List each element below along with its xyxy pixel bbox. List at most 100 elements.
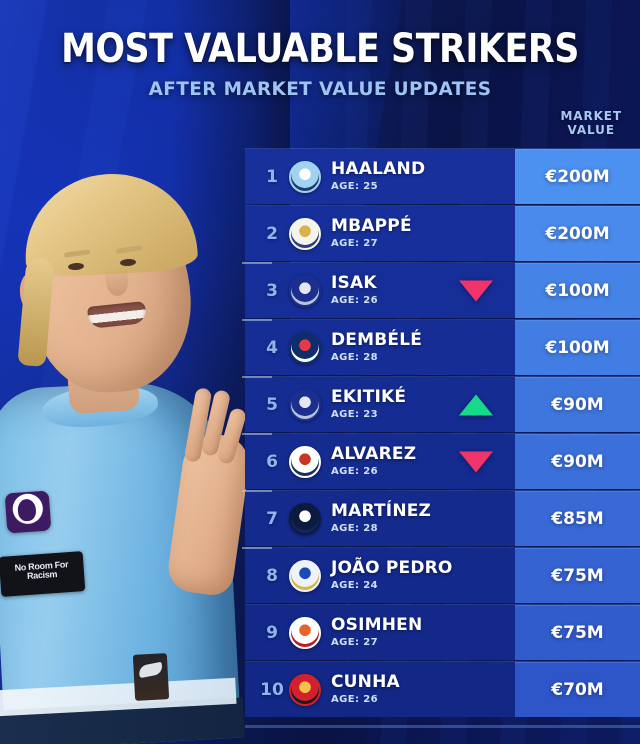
ranking-table: 1 HAALAND AGE: 25 €200M 2 MBAPPÉ AGE: 27 €200M 3… [242, 148, 640, 718]
column-header-line1: MARKET [560, 109, 622, 123]
player-name-block: HAALAND AGE: 25 [331, 158, 426, 193]
market-value-cell: €90M [515, 434, 640, 489]
club-crest-icon [289, 331, 321, 364]
rank-number: 8 [266, 565, 278, 586]
row-main-cell: 6 ALVAREZ AGE: 26 [242, 433, 515, 489]
row-main-cell: 4 DEMBÉLÉ AGE: 28 [242, 319, 515, 375]
player-age: AGE: 26 [331, 295, 378, 307]
club-crest-icon [289, 274, 321, 307]
club-crest-icon [289, 388, 321, 421]
row-main-cell: 1 HAALAND AGE: 25 [245, 149, 515, 204]
player-name: DEMBÉLÉ [331, 329, 423, 350]
rank-number: 1 [266, 166, 278, 187]
row-edge-tick [242, 262, 272, 264]
row-main-cell: 9 OSIMHEN AGE: 27 [245, 605, 515, 660]
club-crest-icon [289, 502, 321, 535]
market-value-cell: €200M [515, 149, 640, 204]
row-main-cell: 7 MARTÍNEZ AGE: 28 [242, 490, 515, 546]
player-name-block: JOÃO PEDRO AGE: 24 [331, 557, 453, 592]
club-crest-icon [289, 445, 321, 478]
table-row[interactable]: 5 EKITIKÉ AGE: 23 €90M [242, 376, 640, 432]
club-crest-icon [289, 160, 321, 193]
player-age: AGE: 26 [331, 694, 378, 706]
trend-indicator-up-icon [459, 394, 493, 415]
player-name-block: MARTÍNEZ AGE: 28 [331, 500, 432, 535]
market-value-cell: €70M [515, 662, 640, 717]
club-crest-icon [289, 559, 321, 592]
premier-league-badge-icon [4, 490, 52, 534]
trend-indicator-down-icon [459, 280, 493, 301]
player-name: HAALAND [331, 158, 426, 179]
club-crest-icon [289, 673, 321, 706]
market-value-cell: €75M [515, 548, 640, 603]
rank-number: 6 [266, 451, 278, 472]
table-row[interactable]: 1 HAALAND AGE: 25 €200M [245, 148, 640, 204]
player-age: AGE: 27 [331, 238, 378, 250]
player-age: AGE: 23 [331, 409, 378, 421]
row-edge-tick [242, 547, 272, 549]
row-main-cell: 2 MBAPPÉ AGE: 27 [245, 206, 515, 261]
table-row[interactable]: 8 JOÃO PEDRO AGE: 24 €75M [242, 547, 640, 603]
rank-number: 2 [266, 223, 278, 244]
player-name: ALVAREZ [331, 443, 417, 464]
column-header-market-value: MARKET VALUE [560, 109, 622, 138]
row-main-cell: 3 ISAK AGE: 26 [242, 262, 515, 318]
player-name-block: EKITIKÉ AGE: 23 [331, 386, 407, 421]
player-name: OSIMHEN [331, 614, 423, 635]
page-title: MOST VALUABLE STRIKERS [61, 26, 579, 72]
patch-text: No Room For Racism [14, 559, 69, 582]
table-row[interactable]: 9 OSIMHEN AGE: 27 €75M [245, 604, 640, 660]
page-subtitle: AFTER MARKET VALUE UPDATES [148, 78, 492, 100]
table-row[interactable]: 4 DEMBÉLÉ AGE: 28 €100M [242, 319, 640, 375]
market-value-cell: €200M [515, 206, 640, 261]
rank-number: 5 [266, 394, 278, 415]
table-row[interactable]: 3 ISAK AGE: 26 €100M [242, 262, 640, 318]
row-main-cell: 10 CUNHA AGE: 26 [245, 662, 515, 717]
player-name: EKITIKÉ [331, 386, 407, 407]
trend-indicator-down-icon [459, 451, 493, 472]
player-name-block: ISAK AGE: 26 [331, 272, 378, 307]
player-name: CUNHA [331, 671, 400, 692]
player-name-block: CUNHA AGE: 26 [331, 671, 400, 706]
player-name: MARTÍNEZ [331, 500, 432, 521]
row-edge-tick [242, 376, 272, 378]
rank-number: 3 [266, 280, 278, 301]
rank-number: 10 [260, 679, 284, 700]
row-edge-tick [242, 490, 272, 492]
row-main-cell: 5 EKITIKÉ AGE: 23 [242, 376, 515, 432]
poster-header: MOST VALUABLE STRIKERS AFTER MARKET VALU… [0, 0, 640, 100]
player-name-block: OSIMHEN AGE: 27 [331, 614, 423, 649]
player-name-block: DEMBÉLÉ AGE: 28 [331, 329, 423, 364]
column-header-line2: VALUE [567, 122, 615, 137]
table-row[interactable]: 2 MBAPPÉ AGE: 27 €200M [245, 205, 640, 261]
player-name-block: MBAPPÉ AGE: 27 [331, 215, 412, 250]
market-value-cell: €100M [515, 320, 640, 375]
no-room-for-racism-patch: No Room For Racism [0, 551, 86, 597]
row-edge-tick [242, 319, 272, 321]
rank-number: 4 [266, 337, 278, 358]
player-age: AGE: 26 [331, 466, 378, 478]
player-age: AGE: 28 [331, 523, 378, 535]
player-name-block: ALVAREZ AGE: 26 [331, 443, 417, 478]
player-name: JOÃO PEDRO [331, 557, 453, 578]
player-name: MBAPPÉ [331, 215, 412, 236]
row-edge-tick [242, 433, 272, 435]
club-crest-icon [289, 217, 321, 250]
row-main-cell: 8 JOÃO PEDRO AGE: 24 [242, 547, 515, 603]
market-value-cell: €90M [515, 377, 640, 432]
player-age: AGE: 27 [331, 637, 378, 649]
rank-number: 7 [266, 508, 278, 529]
rank-number: 9 [266, 622, 278, 643]
table-bottom-rule [245, 725, 640, 728]
club-crest-icon [289, 616, 321, 649]
player-name: ISAK [331, 272, 377, 293]
table-row[interactable]: 6 ALVAREZ AGE: 26 €90M [242, 433, 640, 489]
table-row[interactable]: 7 MARTÍNEZ AGE: 28 €85M [242, 490, 640, 546]
market-value-cell: €100M [515, 263, 640, 318]
table-row[interactable]: 10 CUNHA AGE: 26 €70M [245, 661, 640, 717]
market-value-cell: €85M [515, 491, 640, 546]
player-age: AGE: 25 [331, 181, 378, 193]
puma-logo-icon [132, 653, 170, 701]
player-age: AGE: 28 [331, 352, 378, 364]
